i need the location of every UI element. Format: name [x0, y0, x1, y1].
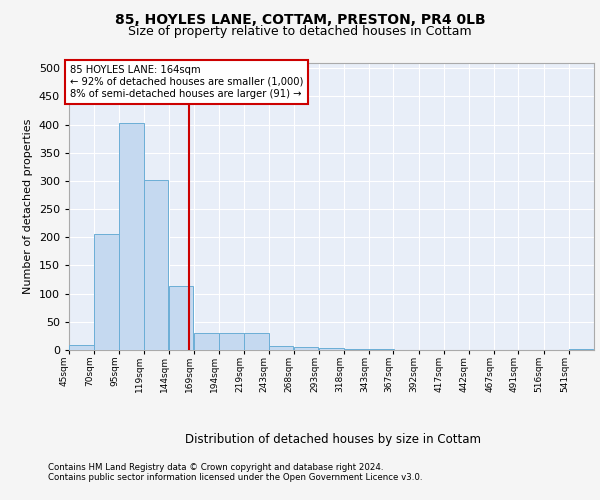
Bar	[319, 348, 344, 350]
Text: Distribution of detached houses by size in Cottam: Distribution of detached houses by size …	[185, 432, 481, 446]
Text: 85, HOYLES LANE, COTTAM, PRESTON, PR4 0LB: 85, HOYLES LANE, COTTAM, PRESTON, PR4 0L…	[115, 12, 485, 26]
Bar	[219, 333, 244, 350]
Text: Contains public sector information licensed under the Open Government Licence v3: Contains public sector information licen…	[48, 474, 422, 482]
Y-axis label: Number of detached properties: Number of detached properties	[23, 118, 33, 294]
Text: Contains HM Land Registry data © Crown copyright and database right 2024.: Contains HM Land Registry data © Crown c…	[48, 464, 383, 472]
Text: Size of property relative to detached houses in Cottam: Size of property relative to detached ho…	[128, 25, 472, 38]
Bar	[143, 180, 168, 350]
Bar	[569, 349, 593, 350]
Bar	[94, 234, 119, 350]
Bar	[169, 286, 193, 350]
Bar	[294, 347, 319, 350]
Bar	[119, 123, 144, 350]
Bar	[69, 346, 94, 350]
Bar	[269, 346, 293, 350]
Bar	[369, 349, 394, 350]
Bar	[244, 333, 269, 350]
Bar	[194, 332, 218, 350]
Text: 85 HOYLES LANE: 164sqm
← 92% of detached houses are smaller (1,000)
8% of semi-d: 85 HOYLES LANE: 164sqm ← 92% of detached…	[70, 66, 304, 98]
